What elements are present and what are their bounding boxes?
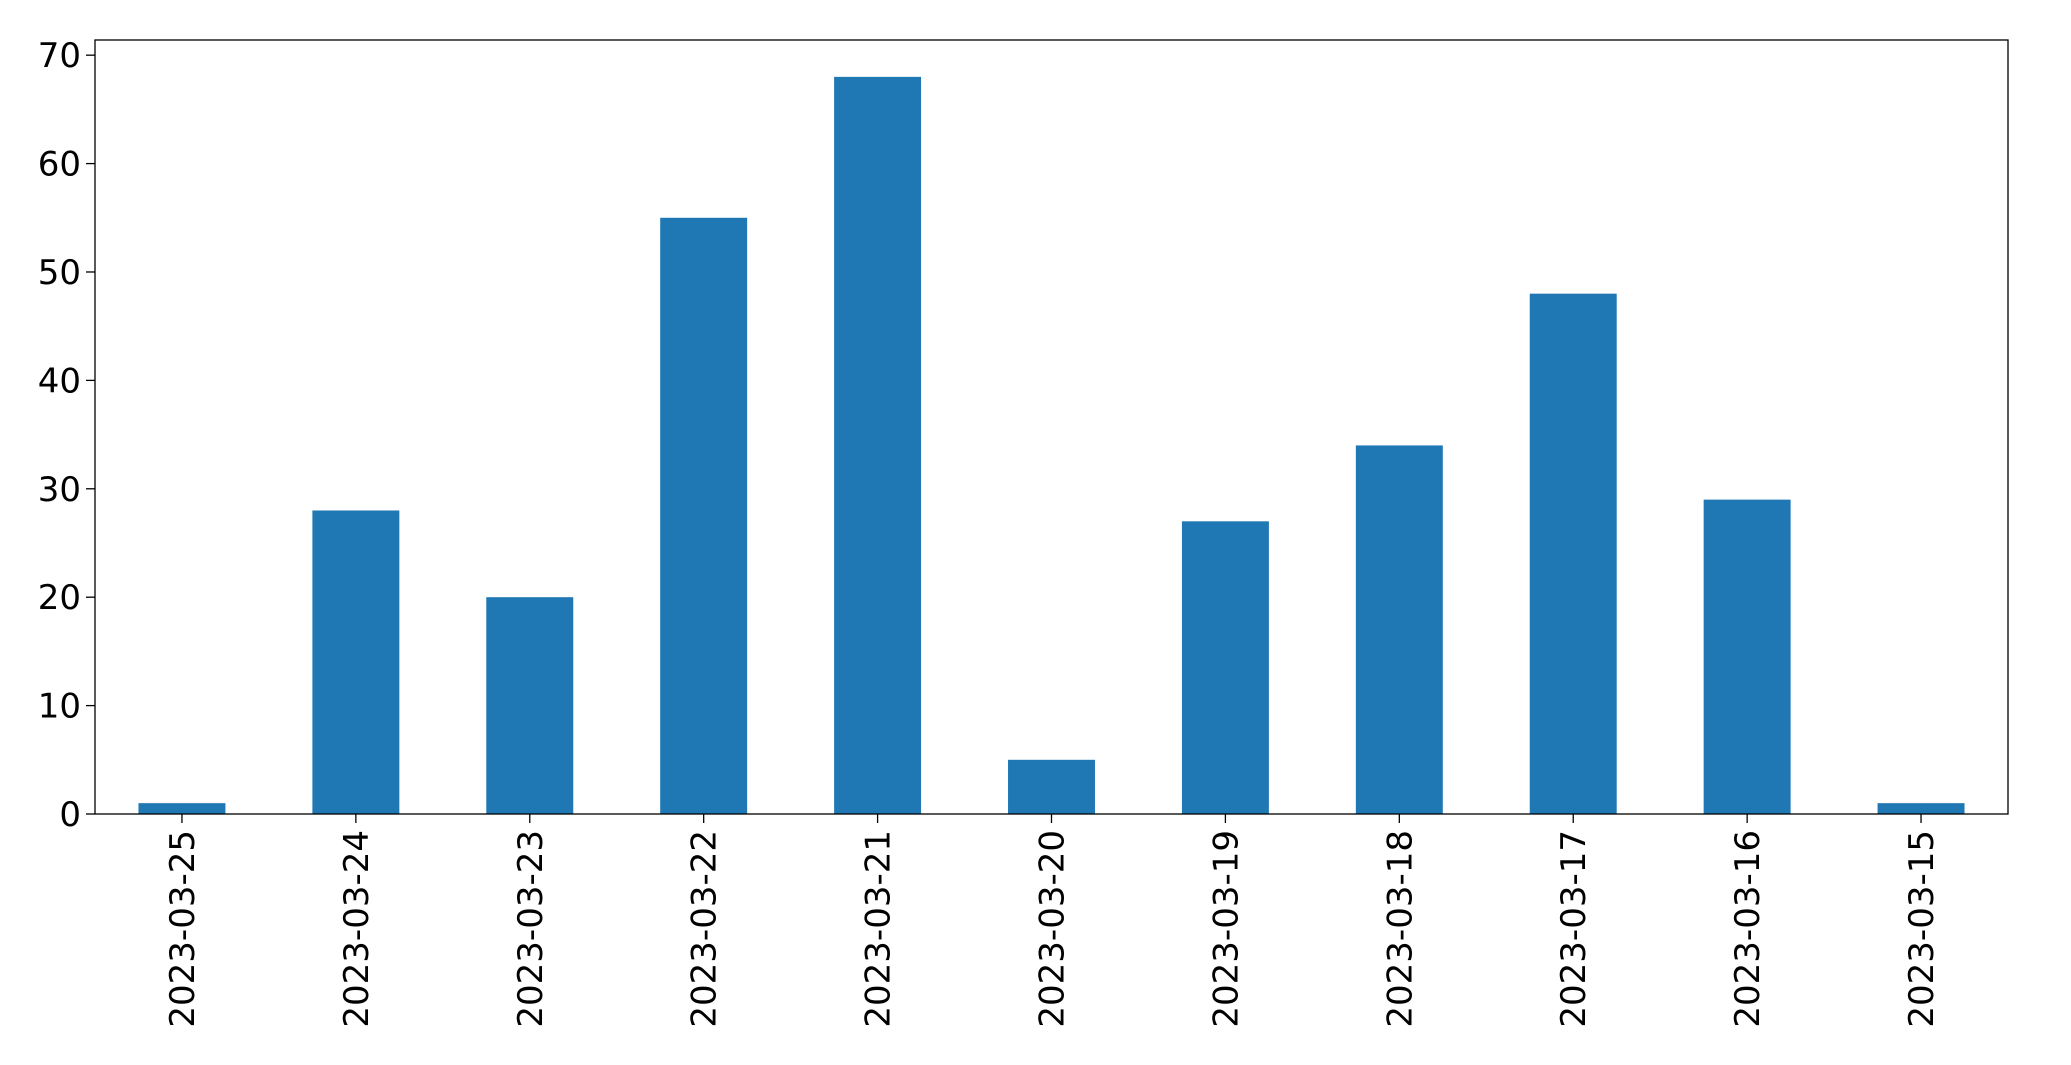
- x-tick-label: 2023-03-17: [1554, 830, 1594, 1028]
- bar: [312, 510, 400, 814]
- bar: [138, 803, 226, 814]
- bar: [486, 597, 574, 814]
- bars-layer: [138, 76, 1965, 815]
- bar: [1008, 759, 1095, 814]
- y-tick-label: 60: [38, 145, 81, 185]
- y-tick-label: 30: [38, 470, 81, 510]
- x-tick-label: 2023-03-20: [1033, 830, 1073, 1028]
- x-tick-label: 2023-03-16: [1728, 830, 1768, 1028]
- bar: [834, 76, 922, 815]
- y-tick-label: 50: [38, 253, 81, 293]
- bar: [660, 217, 748, 815]
- y-tick-label: 0: [59, 795, 81, 835]
- bar: [1703, 499, 1791, 814]
- x-tick-label: 2023-03-22: [685, 830, 725, 1028]
- x-tick-label: 2023-03-24: [337, 830, 377, 1028]
- x-tick-label: 2023-03-18: [1380, 830, 1420, 1028]
- y-axis: 0 10 20 30 40 50 60 70: [38, 36, 95, 835]
- bar: [1181, 521, 1269, 814]
- plot-frame: [94, 39, 2009, 815]
- x-tick-label: 2023-03-15: [1902, 830, 1942, 1028]
- x-tick-label: 2023-03-21: [859, 830, 899, 1028]
- y-tick-label: 70: [38, 36, 81, 76]
- y-tick-label: 40: [38, 361, 81, 401]
- x-tick-label: 2023-03-19: [1206, 830, 1246, 1028]
- bar: [1355, 445, 1443, 814]
- y-tick-label: 10: [38, 687, 81, 727]
- x-tick-label: 2023-03-25: [163, 830, 203, 1028]
- bar: [1877, 803, 1965, 814]
- bar: [1529, 293, 1617, 814]
- x-axis: 2023-03-25 2023-03-24 2023-03-23 2023-03-22…: [163, 814, 1942, 1028]
- x-tick-label: 2023-03-23: [511, 830, 551, 1028]
- y-tick-label: 20: [38, 578, 81, 618]
